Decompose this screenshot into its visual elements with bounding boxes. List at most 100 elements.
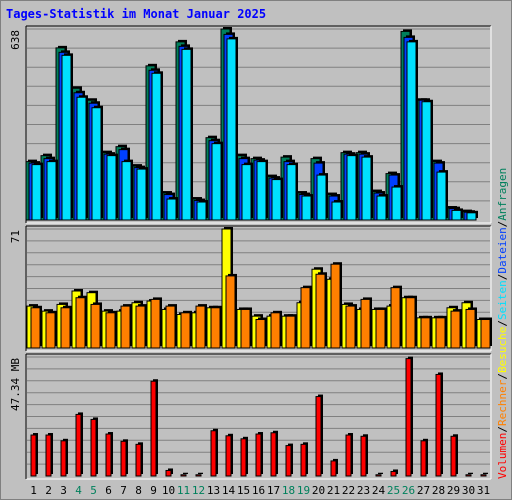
bar-volumen-29 [450,435,457,477]
bar-seiten-10 [166,198,177,221]
bar-seiten-29 [451,209,462,221]
bar-volumen-22 [345,434,352,477]
chart-title: Tages-Statistik im Monat Januar 2025 [6,7,267,21]
bar-volumen-7 [120,440,127,477]
bar-seiten-3 [61,54,72,221]
x-tick-31: 31 [477,484,490,497]
bar-seiten-15 [241,164,252,221]
x-tick-14: 14 [222,484,236,497]
x-tick-22: 22 [342,484,355,497]
bar-seiten-19 [301,195,312,221]
bar-seiten-27 [421,101,432,221]
x-tick-8: 8 [135,484,142,497]
bar-rechner-8 [135,305,146,349]
x-tick-6: 6 [105,484,112,497]
x-tick-21: 21 [327,484,340,497]
bar-volumen-25 [390,470,397,477]
legend-separator: / [496,221,509,228]
bar-seiten-14 [226,38,237,221]
bar-volumen-15 [240,438,247,477]
bar-seiten-23 [361,156,372,221]
x-tick-28: 28 [432,484,445,497]
bar-rechner-17 [270,312,281,349]
bar-rechner-20 [315,273,326,349]
bar-seiten-20 [316,174,327,221]
bar-volumen-18 [285,445,292,477]
x-tick-19: 19 [297,484,310,497]
ymax-label-bottom: 47.34 MB [9,358,22,411]
bar-rechner-5 [90,303,101,349]
bar-rechner-6 [105,312,116,349]
bar-volumen-4 [75,413,82,477]
bar-rechner-16 [255,319,266,349]
ymax-label-top: 638 [9,30,22,50]
legend-item-besuche: Besuche [496,327,509,373]
bar-rechner-11 [180,312,191,349]
x-tick-11: 11 [177,484,190,497]
legend: Volumen/Rechner/Besuche/Seiten/Dateien/A… [496,168,509,479]
bar-rechner-27 [420,317,431,349]
x-tick-13: 13 [207,484,220,497]
x-tick-18: 18 [282,484,295,497]
bar-volumen-19 [300,443,307,477]
bar-rechner-29 [450,310,461,349]
bar-seiten-30 [466,212,477,221]
bar-rechner-3 [60,307,71,349]
bar-seiten-2 [46,161,57,221]
bar-seiten-6 [106,155,117,221]
bar-volumen-17 [270,432,277,477]
bar-seiten-21 [331,201,342,221]
bar-seiten-8 [136,168,147,221]
bar-rechner-4 [75,297,86,349]
bar-rechner-2 [45,312,56,349]
x-tick-23: 23 [357,484,370,497]
bar-volumen-21 [330,460,337,477]
bar-seiten-16 [256,161,267,221]
bar-volumen-28 [435,373,442,477]
bar-rechner-24 [375,308,386,349]
x-tick-5: 5 [90,484,97,497]
bar-volumen-1 [30,434,37,477]
bar-seiten-24 [376,195,387,221]
bar-rechner-30 [465,308,476,349]
bar-rechner-14 [225,275,236,349]
bar-rechner-26 [405,297,416,349]
bar-seiten-4 [76,96,87,221]
bar-seiten-1 [31,164,42,221]
legend-separator: / [496,274,509,281]
bar-volumen-30 [465,474,472,477]
legend-item-volumen: Volumen [496,433,509,479]
bar-seiten-9 [151,72,162,221]
x-tick-17: 17 [267,484,280,497]
x-tick-27: 27 [417,484,430,497]
x-tick-4: 4 [75,484,82,497]
bar-seiten-26 [406,41,417,221]
bar-seiten-11 [181,48,192,221]
legend-separator: / [496,320,509,327]
bar-volumen-23 [360,435,367,477]
bar-volumen-3 [60,440,67,477]
bar-volumen-13 [210,430,217,477]
bar-rechner-18 [285,315,296,349]
bar-seiten-25 [391,186,402,221]
x-tick-1: 1 [30,484,37,497]
x-tick-24: 24 [372,484,386,497]
bar-rechner-23 [360,298,371,349]
legend-item-seiten: Seiten [496,280,509,320]
bar-seiten-5 [91,107,102,221]
bar-shadow [183,472,188,474]
x-tick-12: 12 [192,484,205,497]
legend-item-anfragen: Anfragen [496,168,509,221]
bar-volumen-5 [90,418,97,477]
bar-volumen-10 [165,469,172,477]
bar-rechner-28 [435,317,446,349]
bar-rechner-7 [120,305,131,349]
bar-shadow [483,472,488,474]
bar-seiten-12 [196,201,207,221]
bar-volumen-6 [105,433,112,477]
legend-separator: / [496,426,509,433]
bar-volumen-9 [150,380,157,477]
x-tick-3: 3 [60,484,67,497]
